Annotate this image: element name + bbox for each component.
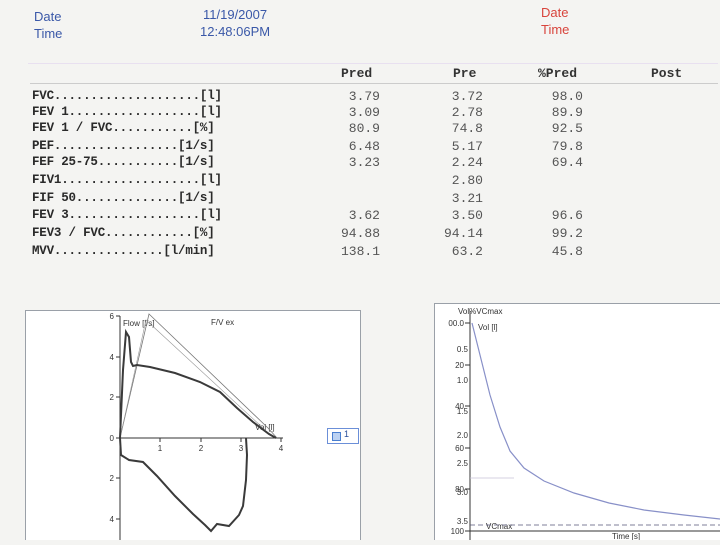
- cell-pred: 3.23: [310, 155, 380, 170]
- vt-vol-tick-label: 1.5: [457, 407, 469, 416]
- col-header-pct-pred: %Pred: [538, 66, 577, 81]
- table-row: FVC....................[l] 3.79 3.72 98.0: [32, 89, 720, 104]
- cell-pre: 63.2: [413, 244, 483, 259]
- cell-pre: 94.14: [413, 226, 483, 241]
- row-label: PEF.................[1/s]: [32, 139, 215, 153]
- date-label-right: Date: [541, 5, 568, 20]
- cell-pre: 3.21: [413, 191, 483, 206]
- volume-time-svg: 00.0 20 40 60 80 100 0.5 1.0 1.5 2.0 2.5…: [434, 303, 720, 540]
- cell-pre: 3.72: [413, 89, 483, 104]
- time-value: 12:48:06PM: [200, 24, 270, 39]
- fv-x-tick-label: 2: [199, 444, 204, 453]
- table-row: FEF 25-75...........[1/s] 3.23 2.24 69.4: [32, 155, 720, 170]
- fv-y-tick-label: 4: [110, 515, 115, 524]
- cell-pred: 138.1: [310, 244, 380, 259]
- col-header-pre: Pre: [453, 66, 476, 81]
- flow-volume-chart: 6 4 2 0 2 4 1 2 3 4 Flow [l/s] F/V ex Vo…: [25, 310, 361, 540]
- cell-pred: 3.79: [310, 89, 380, 104]
- row-label: FEF 25-75...........[1/s]: [32, 155, 215, 169]
- vt-left-tick-label: 60: [455, 444, 464, 453]
- flow-volume-svg: 6 4 2 0 2 4 1 2 3 4 Flow [l/s] F/V ex Vo…: [25, 310, 361, 540]
- legend-swatch-icon: [332, 432, 341, 441]
- row-label: FEV 3..................[l]: [32, 208, 222, 222]
- table-row: FIV1...................[l] 2.80: [32, 173, 720, 188]
- cell-pre: 3.50: [413, 208, 483, 223]
- fv-y-tick-label: 2: [110, 393, 115, 402]
- vt-chart-frame: [435, 304, 720, 541]
- cell-pct: 98.0: [513, 89, 583, 104]
- col-header-post: Post: [651, 66, 682, 81]
- vt-left-tick-label: 20: [455, 361, 464, 370]
- vt-left-tick-label: 100: [451, 527, 465, 536]
- cell-pct: 45.8: [513, 244, 583, 259]
- vt-vcmax-label: VCmax: [486, 522, 512, 531]
- fv-y-tick-label: 6: [110, 312, 115, 321]
- fv-chart-title: F/V ex: [211, 318, 234, 327]
- fv-y-tick-label: 0: [110, 434, 115, 443]
- fv-x-tick-label: 4: [279, 444, 284, 453]
- cell-pre: 74.8: [413, 121, 483, 136]
- cell-pct: 69.4: [513, 155, 583, 170]
- date-label: Date: [34, 9, 61, 24]
- table-row: MVV...............[l/min] 138.1 63.2 45.8: [32, 244, 720, 259]
- vt-vol-tick-label: 2.5: [457, 459, 469, 468]
- row-label: MVV...............[l/min]: [32, 244, 215, 258]
- col-header-pred: Pred: [341, 66, 372, 81]
- cell-pred: 80.9: [310, 121, 380, 136]
- cell-pre: 2.24: [413, 155, 483, 170]
- time-label: Time: [34, 26, 62, 41]
- table-row: PEF.................[1/s] 6.48 5.17 79.8: [32, 139, 720, 154]
- cell-pct: 89.9: [513, 105, 583, 120]
- vt-vol-label: Vol [l]: [478, 323, 498, 332]
- row-label: FEV3 / FVC............[%]: [32, 226, 215, 240]
- vt-top-label: Vol%VCmax: [458, 307, 502, 316]
- table-row: FEV 1 / FVC...........[%] 80.9 74.8 92.5: [32, 121, 720, 136]
- cell-pct: 92.5: [513, 121, 583, 136]
- cell-pred: 3.09: [310, 105, 380, 120]
- row-label: FEV 1 / FVC...........[%]: [32, 121, 215, 135]
- row-label: FIV1...................[l]: [32, 173, 222, 187]
- time-label-right: Time: [541, 22, 569, 37]
- volume-time-chart: 00.0 20 40 60 80 100 0.5 1.0 1.5 2.0 2.5…: [434, 303, 720, 540]
- cell-pred: 3.62: [310, 208, 380, 223]
- vt-vol-tick-label: 3.5: [457, 517, 469, 526]
- cell-pct: 99.2: [513, 226, 583, 241]
- table-row: FEV 1..................[l] 3.09 2.78 89.9: [32, 105, 720, 120]
- fv-x-tick-label: 3: [239, 444, 244, 453]
- table-row: FEV3 / FVC............[%] 94.88 94.14 99.2: [32, 226, 720, 241]
- legend-label: 1: [344, 429, 349, 439]
- cell-pct: 79.8: [513, 139, 583, 154]
- cell-pre: 2.80: [413, 173, 483, 188]
- row-label: FVC....................[l]: [32, 89, 222, 103]
- table-header-divider: [30, 83, 718, 84]
- fv-chart-frame: [26, 311, 361, 541]
- vt-x-axis-label: Time [s]: [612, 532, 640, 540]
- fv-y-tick-label: 2: [110, 474, 115, 483]
- cell-pred: 94.88: [310, 226, 380, 241]
- vt-left-tick-label: 00.0: [448, 319, 464, 328]
- vt-vol-tick-label: 3.0: [457, 488, 469, 497]
- vt-vol-tick-label: 0.5: [457, 345, 469, 354]
- cell-pred: 6.48: [310, 139, 380, 154]
- cell-pre: 5.17: [413, 139, 483, 154]
- table-row: FIF 50..............[1/s] 3.21: [32, 191, 720, 206]
- cell-pct: 96.6: [513, 208, 583, 223]
- fv-legend: 1: [327, 428, 359, 444]
- header-divider: [28, 63, 718, 64]
- vt-vol-tick-label: 1.0: [457, 376, 469, 385]
- fv-y-tick-label: 4: [110, 353, 115, 362]
- table-row: FEV 3..................[l] 3.62 3.50 96.6: [32, 208, 720, 223]
- row-label: FIF 50..............[1/s]: [32, 191, 215, 205]
- row-label: FEV 1..................[l]: [32, 105, 222, 119]
- date-value: 11/19/2007: [203, 7, 267, 22]
- fv-x-tick-label: 1: [158, 444, 163, 453]
- cell-pre: 2.78: [413, 105, 483, 120]
- vt-vol-tick-label: 2.0: [457, 431, 469, 440]
